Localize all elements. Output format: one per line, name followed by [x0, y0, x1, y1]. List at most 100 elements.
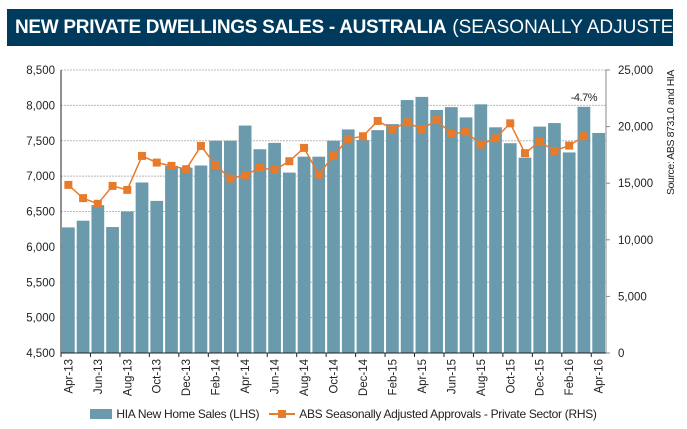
x-axis-tick-label: Apr-16 — [594, 359, 606, 394]
approvals-marker-Oct-14 — [329, 151, 338, 160]
bar-Jan-16 — [548, 123, 561, 353]
x-axis-tick-label: Oct-13 — [152, 359, 164, 394]
x-axis-tick-label: Apr-14 — [240, 358, 252, 393]
source-note: Source: ABS 8731.0 and HIA — [665, 70, 677, 195]
left-axis-tick-label: 6,000 — [26, 242, 55, 254]
right-axis-tick-label: 5,000 — [618, 291, 647, 303]
approvals-marker-Jan-14 — [196, 141, 205, 150]
x-axis-tick-label: Apr-13 — [63, 359, 75, 394]
right-axis-tick-label: 25,000 — [618, 65, 653, 77]
chart-title-banner: NEW PRIVATE DWELLINGS SALES - AUSTRALIA … — [7, 9, 687, 46]
approvals-marker-Jul-15 — [462, 127, 471, 136]
bar-Feb-14 — [209, 140, 223, 353]
bar-Nov-13 — [165, 165, 178, 353]
bar-Feb-15 — [386, 124, 399, 353]
approvals-marker-Oct-15 — [506, 119, 515, 128]
left-axis-tick-label: 7,500 — [26, 136, 55, 148]
left-axis-tick-label: 6,500 — [26, 207, 55, 219]
approvals-marker-Jul-13 — [108, 181, 117, 190]
x-axis-tick-label: Dec-14 — [358, 358, 370, 396]
approvals-marker-Oct-13 — [152, 158, 161, 167]
right-axis-tick-label: 15,000 — [618, 178, 653, 190]
approvals-marker-Apr-13 — [64, 180, 73, 189]
bar-Feb-16 — [562, 152, 576, 353]
left-axis-tick-label: 4,500 — [26, 348, 55, 360]
approvals-marker-Aug-14 — [300, 143, 309, 152]
legend: HIA New Home Sales (LHS) ABS Seasonally … — [0, 407, 687, 421]
left-axis-tick-label: 8,000 — [26, 100, 55, 112]
bar-Mar-16 — [577, 106, 591, 353]
bar-Mar-15 — [400, 100, 414, 353]
approvals-marker-May-13 — [79, 194, 88, 203]
bar-Nov-14 — [341, 129, 355, 353]
x-axis-tick-label: Feb-16 — [564, 359, 576, 395]
approvals-marker-Jan-15 — [373, 116, 382, 125]
right-axis-tick-label: 0 — [618, 348, 624, 360]
legend-line-swatch — [269, 409, 296, 419]
left-axis-tick-label: 8,500 — [26, 65, 55, 77]
title-qualifier: (SEASONALLY ADJUSTED) — [452, 16, 687, 38]
bar-Jan-15 — [371, 130, 385, 353]
approvals-marker-Sep-13 — [138, 151, 147, 160]
approvals-marker-Mar-16 — [579, 132, 588, 141]
bar-Jan-14 — [194, 165, 208, 353]
approvals-marker-Dec-15 — [535, 137, 544, 146]
x-axis-tick-label: Dec-13 — [181, 359, 193, 396]
approvals-marker-Nov-15 — [520, 149, 529, 158]
approvals-marker-Sep-15 — [491, 134, 500, 143]
x-axis-tick-label: Jun-14 — [270, 358, 282, 394]
bar-Jun-14 — [268, 142, 281, 353]
x-axis-tick-label: Aug-13 — [122, 359, 134, 396]
bar-Oct-15 — [503, 143, 517, 353]
approvals-marker-Nov-14 — [344, 134, 353, 143]
bar-Apr-15 — [415, 96, 429, 353]
right-axis-tick-label: 10,000 — [618, 235, 653, 247]
left-axis-tick-label: 5,000 — [26, 313, 55, 325]
approvals-marker-Jun-14 — [270, 165, 279, 174]
x-axis-tick-label: Apr-15 — [417, 359, 429, 394]
approvals-marker-Aug-15 — [476, 140, 485, 149]
x-axis-tick-label: Oct-14 — [329, 358, 341, 393]
approvals-marker-Feb-14 — [211, 161, 220, 170]
bar-Dec-14 — [356, 140, 370, 353]
bar-Oct-14 — [327, 140, 340, 353]
bar-Apr-13 — [62, 227, 75, 353]
bar-Oct-13 — [150, 200, 164, 353]
approvals-marker-Aug-13 — [123, 185, 132, 194]
x-axis-tick-label: Feb-14 — [211, 358, 223, 395]
x-axis-tick-label: Dec-15 — [535, 359, 547, 396]
x-axis-tick-label: Feb-15 — [387, 359, 399, 395]
bar-May-15 — [430, 109, 443, 353]
x-axis-tick-label: Aug-14 — [299, 358, 311, 396]
approvals-marker-Feb-15 — [388, 124, 397, 133]
approvals-marker-Jun-15 — [447, 129, 456, 138]
x-axis-tick-label: Jun-13 — [93, 359, 105, 394]
bar-Dec-15 — [533, 126, 547, 353]
bar-Jun-13 — [91, 205, 105, 353]
approvals-marker-Dec-13 — [182, 165, 191, 174]
approvals-marker-Jun-13 — [93, 199, 102, 208]
right-axis-tick-label: 20,000 — [618, 122, 653, 134]
legend-bar-swatch — [90, 409, 113, 419]
approvals-marker-Nov-13 — [167, 161, 176, 170]
bar-Sep-15 — [489, 127, 502, 354]
bar-Jul-15 — [459, 117, 473, 353]
title-main: NEW PRIVATE DWELLINGS SALES - AUSTRALIA — [15, 16, 447, 38]
approvals-marker-Sep-14 — [314, 170, 323, 179]
approvals-marker-Jul-14 — [285, 157, 294, 166]
bar-Aug-14 — [297, 156, 311, 353]
approvals-marker-Apr-14 — [241, 171, 250, 180]
x-axis-tick-label: Oct-15 — [505, 359, 517, 394]
approvals-marker-Dec-14 — [358, 132, 367, 141]
bar-Aug-13 — [120, 211, 134, 353]
x-axis-tick-label: Jun-15 — [446, 359, 458, 394]
annotation-label: -4.7% — [571, 92, 598, 104]
legend-line-label: ABS Seasonally Adjusted Approvals - Priv… — [299, 407, 597, 421]
bar-Jun-15 — [444, 107, 458, 353]
bar-Nov-15 — [518, 157, 532, 353]
bar-Jul-14 — [282, 172, 296, 353]
x-axis-tick-label: Aug-15 — [476, 359, 488, 396]
approvals-marker-Mar-14 — [226, 174, 235, 183]
left-axis-tick-label: 5,500 — [26, 277, 55, 289]
